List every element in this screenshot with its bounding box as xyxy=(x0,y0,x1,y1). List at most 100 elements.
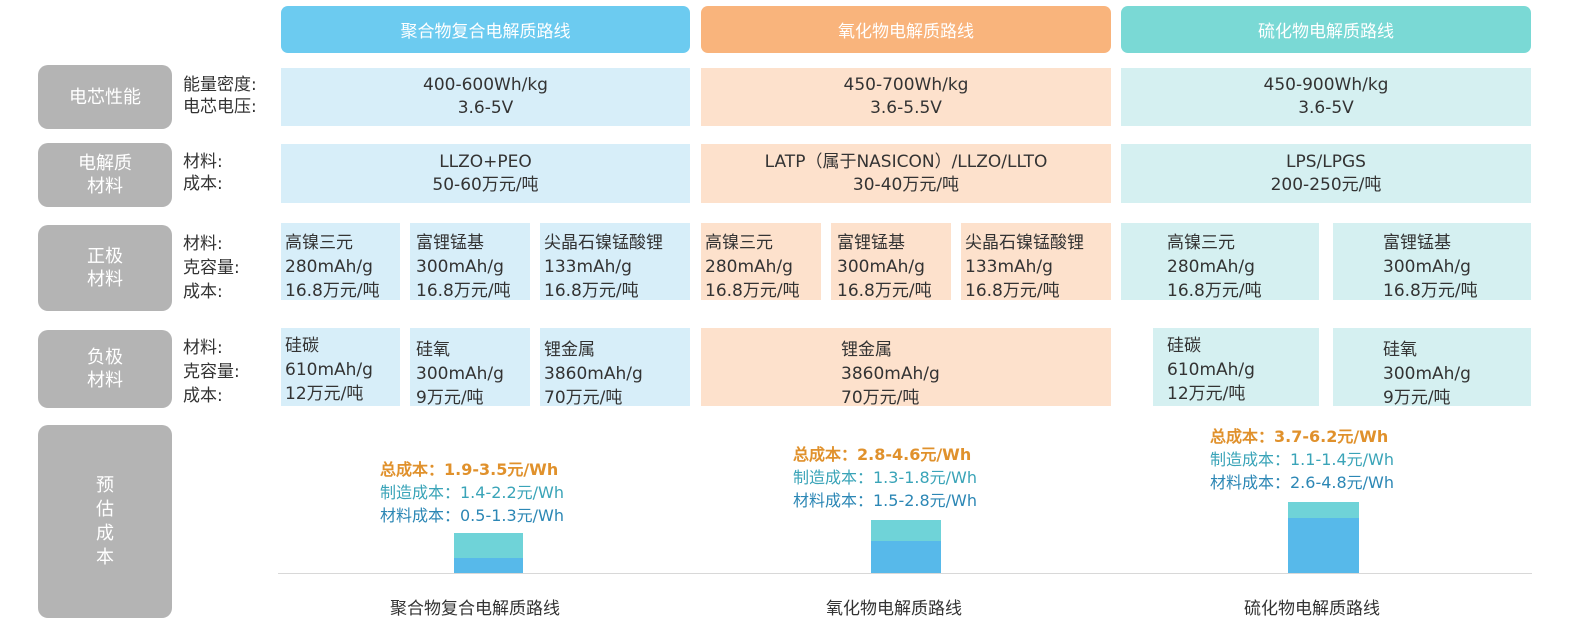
row-label-text: 材料 xyxy=(87,370,123,391)
sub-labels-cell-performance: 能量密度: 电芯电压: xyxy=(183,74,279,118)
cell-line: 锂金属 xyxy=(841,340,892,360)
manufacturing-cost-label: 制造成本：1.1-1.4元/Wh xyxy=(1210,450,1395,469)
cell-line: 610mAh/g xyxy=(285,360,373,380)
column-header-sulfide: 硫化物电解质路线 xyxy=(1121,6,1531,53)
cell-line: 16.8万元/吨 xyxy=(837,281,932,301)
sub-label: 材料: xyxy=(183,152,223,172)
cell-line: 高镍三元 xyxy=(1167,233,1235,253)
electrolyte-polymer: LLZO+PEO 50-60万元/吨 xyxy=(281,144,690,203)
cell-line: 300mAh/g xyxy=(1383,364,1471,384)
sub-labels-electrolyte: 材料: 成本: xyxy=(183,151,279,195)
row-label-text: 正极 xyxy=(87,246,123,267)
bottom-label-polymer: 聚合物复合电解质路线 xyxy=(390,599,560,619)
row-label-electrolyte: 电解质 材料 xyxy=(38,143,172,207)
cathode-oxide-2: 富锂锰基 300mAh/g 16.8万元/吨 xyxy=(831,223,951,301)
cell-line: 30-40万元/吨 xyxy=(852,174,960,195)
cell-line: 3860mAh/g xyxy=(841,364,940,384)
cathode-polymer-2: 富锂锰基 300mAh/g 16.8万元/吨 xyxy=(410,223,530,301)
cathode-sulfide-1: 高镍三元 280mAh/g 16.8万元/吨 xyxy=(1121,223,1319,301)
cell-line: 16.8万元/吨 xyxy=(285,281,380,301)
row-label-cell-performance: 电芯性能 xyxy=(38,65,172,129)
cell-line: 硅氧 xyxy=(1383,340,1417,360)
cathode-polymer-3: 尖晶石镍锰酸锂 133mAh/g 16.8万元/吨 xyxy=(540,223,690,301)
cathode-oxide-1: 高镍三元 280mAh/g 16.8万元/吨 xyxy=(701,223,821,301)
cell-line: 3.6-5V xyxy=(457,98,514,118)
row-label-text: 估 xyxy=(96,498,114,520)
cell-line: LATP（属于NASICON）/LLZO/LLTO xyxy=(764,151,1048,172)
cell-line: 133mAh/g xyxy=(965,257,1053,277)
row-label-text: 材料 xyxy=(87,176,123,197)
cell-line: 富锂锰基 xyxy=(1383,233,1451,253)
row-label-text: 预 xyxy=(96,474,114,496)
anode-sulfide-2: 硅氧 300mAh/g 9万元/吨 xyxy=(1333,328,1531,408)
material-cost-label: 材料成本：0.5-1.3元/Wh xyxy=(380,506,565,525)
cell-line: 300mAh/g xyxy=(837,257,925,277)
cathode-sulfide-2: 富锂锰基 300mAh/g 16.8万元/吨 xyxy=(1333,223,1531,301)
cell-line: 高镍三元 xyxy=(705,233,773,253)
sub-label: 材料: xyxy=(183,338,223,358)
cell-line: LPS/LPGS xyxy=(1286,151,1366,172)
cell-line: 300mAh/g xyxy=(416,257,504,277)
bar-material-sulfide xyxy=(1288,518,1359,573)
sub-label: 材料: xyxy=(183,234,223,254)
cell-perf-sulfide: 450-900Wh/kg 3.6-5V xyxy=(1121,68,1531,126)
bottom-label-sulfide: 硫化物电解质路线 xyxy=(1244,599,1380,619)
bottom-label-oxide: 氧化物电解质路线 xyxy=(826,599,962,619)
row-label-text: 电芯性能 xyxy=(69,86,141,108)
cell-line: 70万元/吨 xyxy=(841,388,920,408)
cell-line: 300mAh/g xyxy=(1383,257,1471,277)
sub-label: 能量密度: xyxy=(183,75,257,95)
cell-line: 133mAh/g xyxy=(544,257,632,277)
cell-perf-polymer: 400-600Wh/kg 3.6-5V xyxy=(281,68,690,126)
cell-line: 16.8万元/吨 xyxy=(416,281,511,301)
cell-line: 450-700Wh/kg xyxy=(843,75,969,95)
cell-line: 610mAh/g xyxy=(1167,360,1255,380)
cell-line: 16.8万元/吨 xyxy=(965,281,1060,301)
bar-manufacturing-sulfide xyxy=(1288,502,1359,518)
cell-line: 16.8万元/吨 xyxy=(1167,281,1262,301)
row-label-estimated-cost: 预 估 成 本 xyxy=(38,425,172,618)
cell-line: 200-250元/吨 xyxy=(1270,174,1382,195)
cell-line: 3860mAh/g xyxy=(544,364,643,384)
cell-line: 280mAh/g xyxy=(285,257,373,277)
cell-line: 高镍三元 xyxy=(285,233,353,253)
row-label-text: 本 xyxy=(96,546,114,568)
cell-line: 尖晶石镍锰酸锂 xyxy=(965,233,1084,253)
sub-labels-cathode: 材料: 克容量: 成本: xyxy=(183,232,279,304)
anode-oxide: 锂金属 3860mAh/g 70万元/吨 xyxy=(701,328,1111,408)
bar-material-polymer xyxy=(454,558,523,573)
cell-line: 450-900Wh/kg xyxy=(1263,75,1389,95)
bar-material-oxide xyxy=(871,541,941,573)
cathode-oxide-3: 尖晶石镍锰酸锂 133mAh/g 16.8万元/吨 xyxy=(961,223,1111,301)
cell-line: 9万元/吨 xyxy=(1383,388,1451,408)
cell-line: 尖晶石镍锰酸锂 xyxy=(544,233,663,253)
cell-line: 280mAh/g xyxy=(1167,257,1255,277)
row-label-text: 电解质 xyxy=(78,153,132,174)
cell-line: 硅氧 xyxy=(416,340,450,360)
cell-line: 70万元/吨 xyxy=(544,388,623,408)
cost-text-oxide: 总成本：2.8-4.6元/Wh 制造成本：1.3-1.8元/Wh 材料成本：1.… xyxy=(793,443,977,512)
bar-manufacturing-polymer xyxy=(454,533,523,558)
cell-line: 12万元/吨 xyxy=(1167,384,1246,404)
sub-label: 成本: xyxy=(183,386,223,406)
cell-line: 16.8万元/吨 xyxy=(544,281,639,301)
row-label-text: 负极 xyxy=(87,347,123,368)
cell-line: 3.6-5.5V xyxy=(870,98,942,118)
electrolyte-oxide: LATP（属于NASICON）/LLZO/LLTO 30-40万元/吨 xyxy=(701,144,1111,203)
total-cost-label: 总成本：1.9-3.5元/Wh xyxy=(380,460,559,479)
cell-line: 富锂锰基 xyxy=(416,233,484,253)
cell-line: 硅碳 xyxy=(1167,336,1201,356)
cost-text-polymer: 总成本：1.9-3.5元/Wh 制造成本：1.4-2.2元/Wh 材料成本：0.… xyxy=(380,458,564,527)
sub-labels-anode: 材料: 克容量: 成本: xyxy=(183,336,279,408)
total-cost-label: 总成本：2.8-4.6元/Wh xyxy=(793,445,972,464)
cost-chart-baseline xyxy=(278,573,1532,574)
sub-label: 成本: xyxy=(183,174,223,194)
cell-line: 锂金属 xyxy=(544,340,595,360)
cell-line: 400-600Wh/kg xyxy=(423,75,548,95)
sub-label: 克容量: xyxy=(183,362,240,382)
row-label-text: 材料 xyxy=(87,269,123,290)
material-cost-label: 材料成本：2.6-4.8元/Wh xyxy=(1210,473,1395,492)
cost-text-sulfide: 总成本：3.7-6.2元/Wh 制造成本：1.1-1.4元/Wh 材料成本：2.… xyxy=(1210,425,1394,494)
cell-line: 16.8万元/吨 xyxy=(705,281,800,301)
row-label-cathode: 正极 材料 xyxy=(38,225,172,311)
